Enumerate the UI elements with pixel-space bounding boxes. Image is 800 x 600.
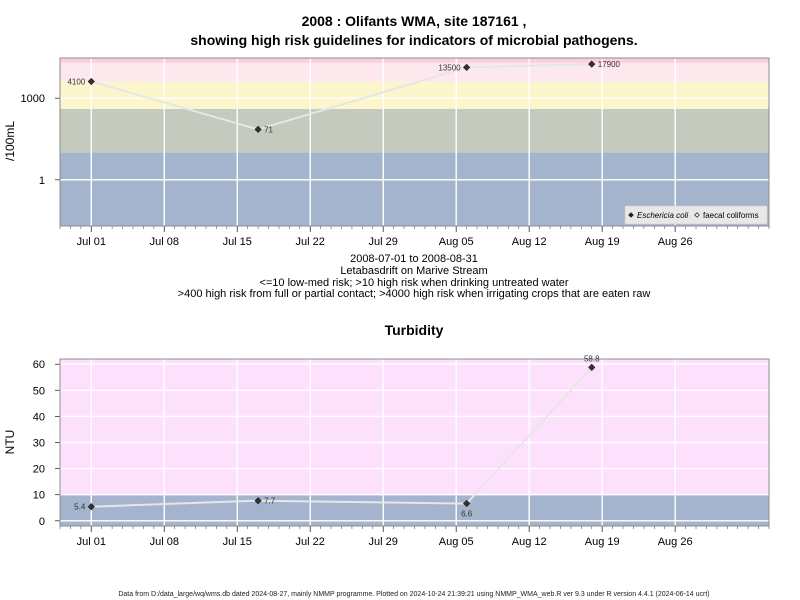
y-tick-label: 1000 [21,93,45,105]
y-tick-label: 30 [33,438,45,450]
data-point [588,60,596,68]
legend-label: Eschericia coli [637,211,688,220]
data-label: 6.6 [461,510,473,519]
x-tick-label: Jul 22 [296,236,325,248]
legend-box [624,205,768,225]
data-label: 58.8 [584,354,600,363]
plot-frame [59,57,770,227]
y-tick-label: 60 [33,359,45,371]
y-tick-label: 20 [33,464,45,476]
x-tick-label: Jul 01 [77,236,106,248]
chart-title-line2: showing high risk guidelines for indicat… [190,32,637,48]
x-tick-label: Jul 15 [223,536,252,548]
chart-title-line1: 2008 : Olifants WMA, site 187161 , [302,13,527,29]
data-point [463,63,471,72]
x-tick-label: Aug 19 [585,536,620,548]
x-tick-label: Aug 05 [439,236,474,248]
ecoli-panel: Jul 01 Jul 08 Jul 15 Jul 22 Jul 29 Aug 05 Aug … [3,57,770,248]
risk-band [60,81,769,110]
legend-label: faecal coliforms [703,211,759,220]
y-axis-title: NTU [3,430,17,455]
data-label: 7.7 [264,497,276,506]
x-tick-label: Aug 05 [439,536,474,548]
x-tick-label: Jul 22 [296,536,325,548]
y-tick-label: 10 [33,490,45,502]
data-point [588,363,596,371]
turbidity-title: Turbidity [385,322,444,338]
y-tick-label: 40 [33,411,45,423]
risk-band [60,359,769,495]
plot-frame [59,358,770,527]
y-tick-label: 0 [39,516,45,528]
x-tick-label: Aug 19 [585,236,620,248]
y-tick-label: 1 [39,175,45,187]
data-point [463,499,471,508]
data-label: 71 [264,125,273,134]
x-tick-label: Aug 12 [512,536,547,548]
subtitle-line1: 2008-07-01 to 2008-08-31 [350,253,478,265]
x-tick-label: Jul 08 [150,236,179,248]
legend-open-diamond-icon [694,212,700,218]
subtitle-line4: >400 high risk from full or partial cont… [178,288,651,300]
data-label: 13500 [438,63,461,72]
data-point [87,503,95,511]
series-line [91,63,592,131]
risk-band [60,109,769,153]
x-tick-label: Aug 26 [658,236,693,248]
x-tick-label: Aug 12 [512,236,547,248]
x-tick-label: Jul 29 [369,236,398,248]
x-tick-label: Jul 29 [369,536,398,548]
x-tick-label: Jul 01 [77,536,106,548]
data-label: 5.4 [74,503,86,512]
x-tick-label: Jul 15 [223,236,252,248]
footer-note: Data from D:/data_large/wq/wms.db dated … [118,591,709,598]
data-point [254,497,262,505]
data-point [87,77,95,86]
data-point [254,125,262,134]
legend: Eschericia coli faecal coliforms [624,205,768,225]
data-label: 4100 [67,78,85,87]
series-line [91,366,593,508]
x-tick-label: Aug 26 [658,536,693,548]
risk-band [60,58,769,63]
y-axis-title: /100mL [3,121,17,161]
y-tick-label: 50 [33,385,45,397]
turbidity-panel: Jul 01 Jul 08 Jul 15 Jul 22 Jul 29 Aug 05 Aug … [3,354,770,548]
subtitle-line3: <=10 low-med risk; >10 high risk when dr… [259,277,568,289]
subtitle-line2: Letabasdrift on Marive Stream [340,265,487,277]
data-label: 17900 [598,60,621,69]
legend-filled-diamond-icon [628,212,634,218]
x-tick-label: Jul 08 [150,536,179,548]
risk-band [60,62,769,82]
